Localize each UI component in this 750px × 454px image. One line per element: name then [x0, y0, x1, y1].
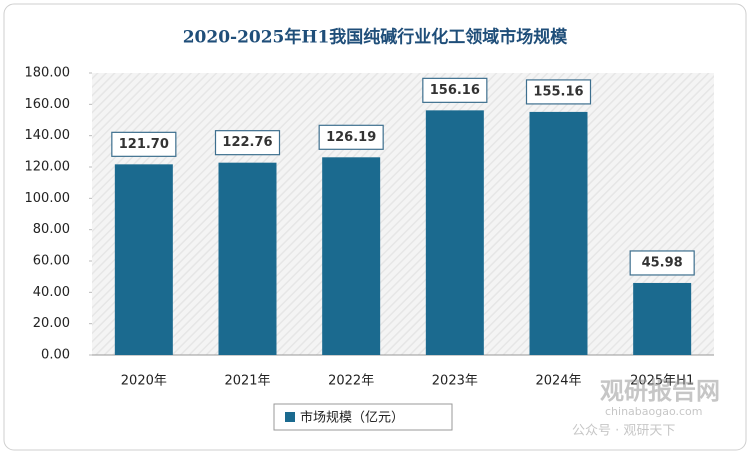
- bar: [322, 157, 381, 355]
- legend-box: [273, 403, 453, 431]
- value-label: 121.70: [119, 137, 169, 152]
- value-label: 126.19: [326, 130, 376, 145]
- value-label: 156.16: [430, 83, 480, 98]
- bar: [633, 282, 692, 355]
- bar: [114, 164, 173, 355]
- y-tick-label: 80.00: [33, 222, 70, 237]
- legend-swatch: [285, 412, 295, 422]
- y-tick-label: 0.00: [41, 348, 70, 363]
- watermark: 观研报告网: [600, 377, 720, 405]
- value-label-box: [111, 131, 177, 157]
- y-tick-label: 160.00: [25, 97, 71, 112]
- value-label-box: [318, 124, 384, 150]
- value-label: 45.98: [642, 255, 683, 270]
- x-tick-label: 2020年: [121, 374, 167, 389]
- x-tick-label: 2023年: [432, 374, 478, 389]
- y-tick-label: 20.00: [33, 316, 70, 331]
- legend-label: 市场规模（亿元）: [300, 410, 404, 426]
- y-tick-label: 100.00: [25, 191, 71, 206]
- x-tick-label: 2022年: [328, 374, 374, 389]
- bar: [529, 111, 588, 355]
- y-tick-label: 120.00: [25, 160, 71, 175]
- value-label-box: [629, 250, 695, 276]
- value-label-box: [422, 77, 488, 103]
- y-tick-label: 60.00: [33, 254, 70, 269]
- y-tick-label: 40.00: [33, 285, 70, 300]
- watermark: 公众号 · 观研天下: [572, 424, 675, 439]
- x-tick-label: 2024年: [535, 374, 581, 389]
- x-tick-label: 2025年H1: [630, 374, 694, 389]
- bar: [425, 110, 484, 355]
- value-label-box: [214, 130, 281, 156]
- value-label: 155.16: [533, 84, 583, 99]
- value-label-box: [525, 79, 592, 105]
- y-tick-label: 180.00: [25, 66, 71, 81]
- plot-area: [92, 73, 714, 355]
- value-label: 122.76: [222, 135, 272, 150]
- bar: [218, 162, 277, 355]
- watermark: chinabaogao.com: [605, 405, 703, 418]
- chart-title: 2020-2025年H1我国纯碱行业化工领域市场规模: [183, 27, 569, 48]
- x-tick-label: 2021年: [224, 374, 270, 389]
- y-tick-label: 140.00: [25, 128, 71, 143]
